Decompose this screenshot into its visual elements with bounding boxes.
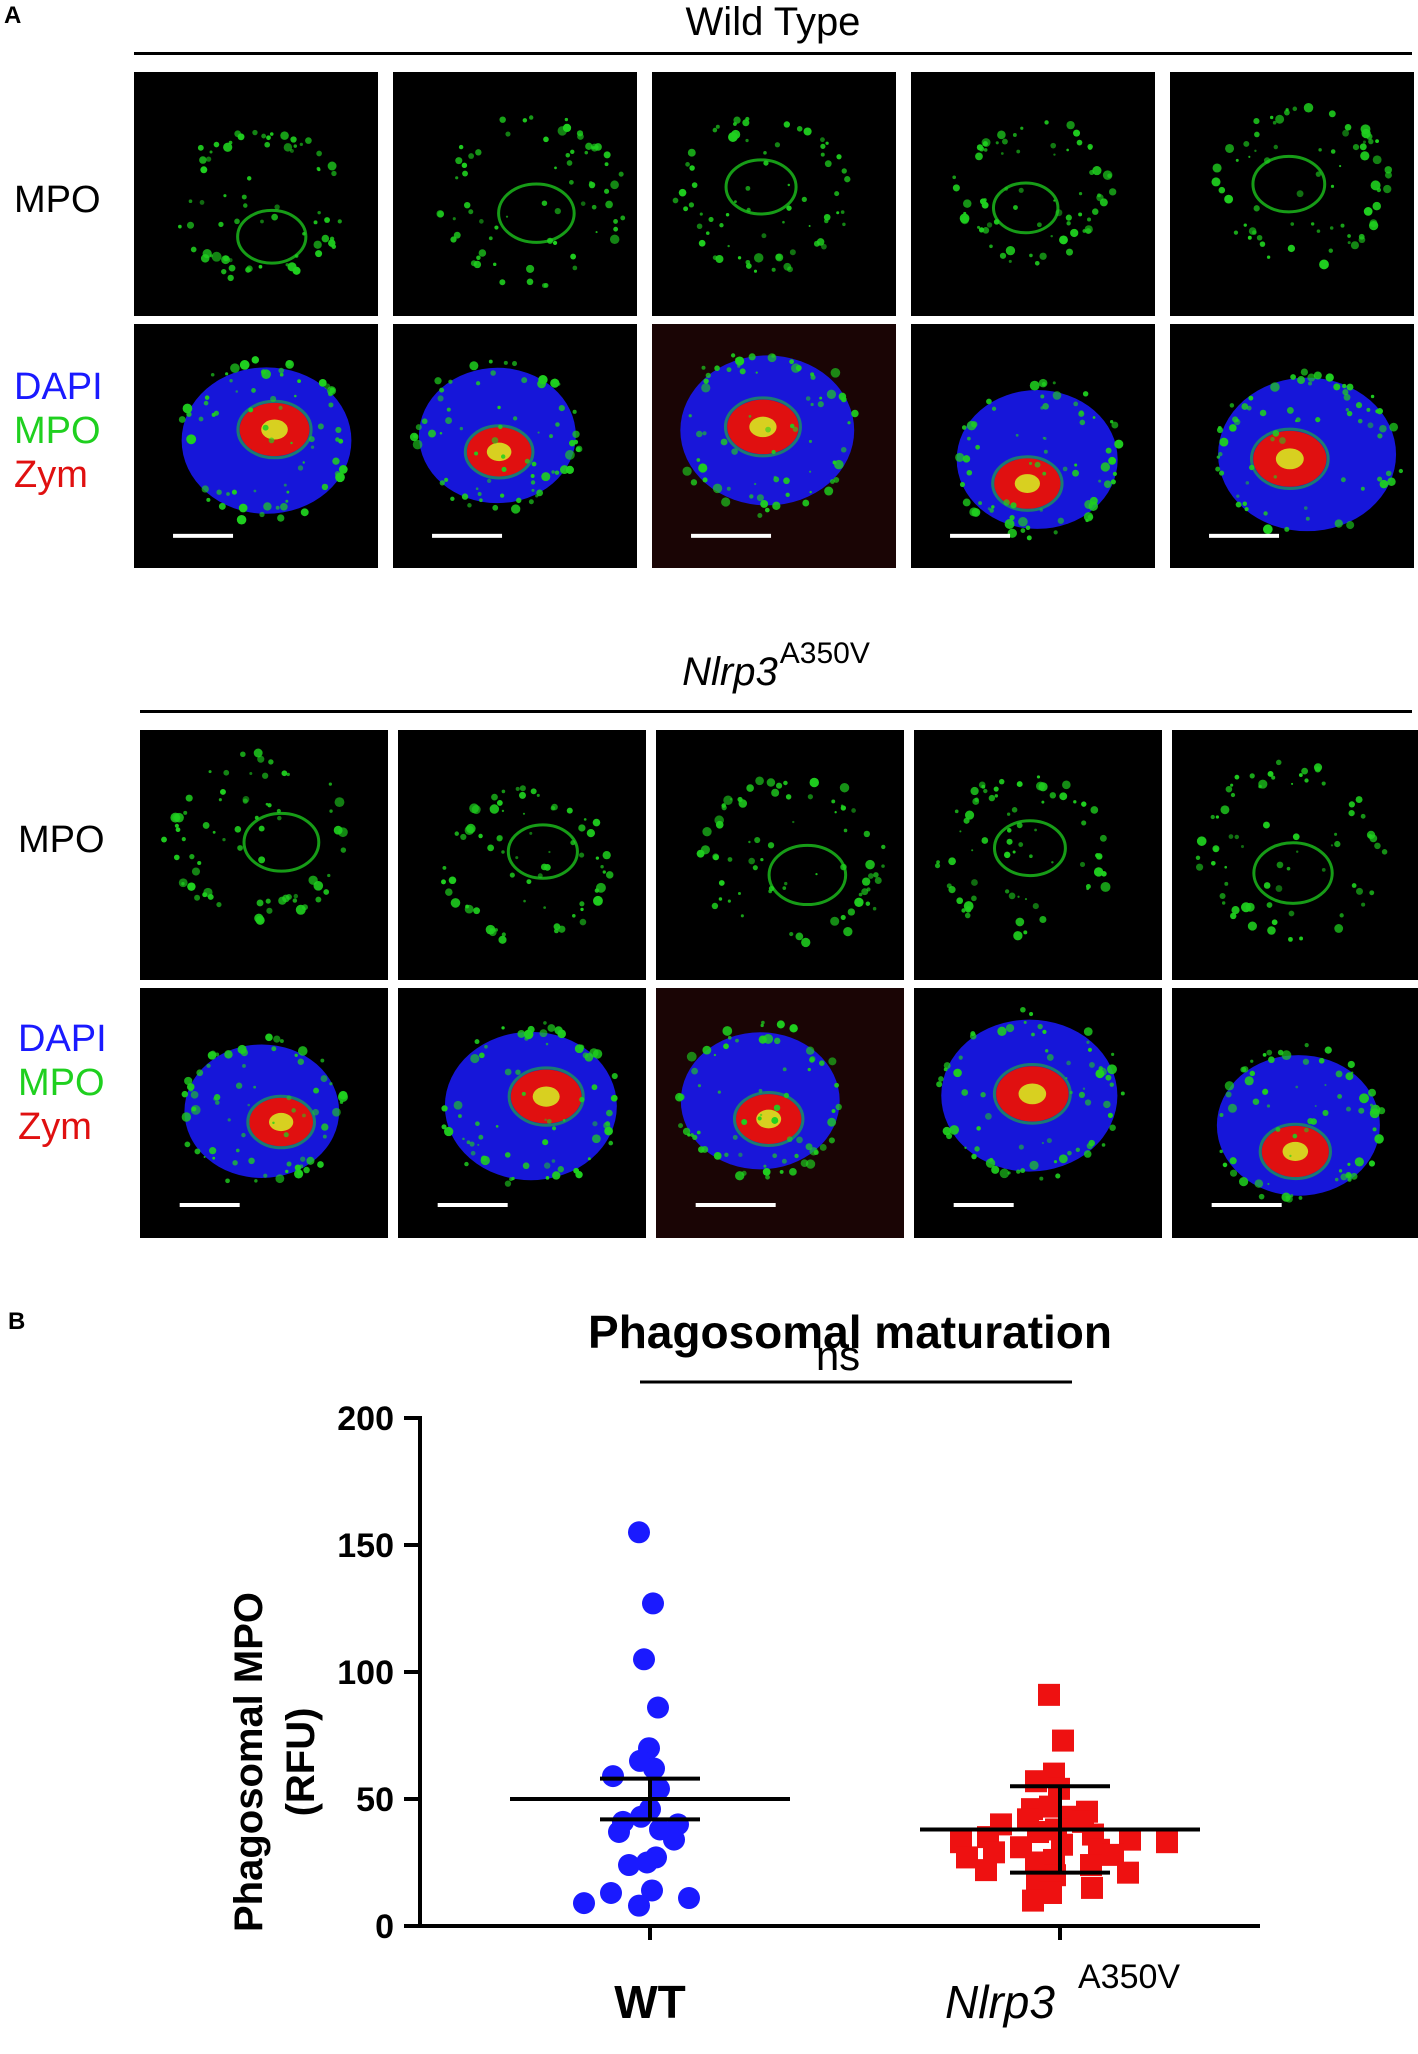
wt-merge-row-label: DAPI MPO Zym — [14, 365, 103, 497]
wt-data-point — [630, 1805, 652, 1828]
y-tick-label-100: 100 — [337, 1654, 394, 1692]
mutant-data-point — [1039, 1795, 1061, 1818]
x-label-mutant-sup: A350V — [1078, 1958, 1180, 1996]
wt-data-point — [647, 1696, 669, 1719]
wt-data-point — [643, 1757, 665, 1780]
significance-annotation: ns — [640, 1332, 1072, 1384]
mut-merge-image-2 — [398, 988, 646, 1238]
wt-data-point — [678, 1887, 700, 1910]
mut-merge-row-label: DAPI MPO Zym — [18, 1017, 107, 1149]
mut-mpo-row-label: MPO — [18, 819, 105, 861]
wt-data-point — [641, 1879, 663, 1902]
mutant-data-point — [1052, 1729, 1074, 1752]
y-ticks: 0 50 100 150 200 — [337, 1400, 420, 1946]
y-tick-label-0: 0 — [375, 1908, 394, 1946]
wt-data-point — [663, 1828, 685, 1851]
wt-mpo-image-5 — [1170, 72, 1414, 316]
wt-merge-image-4 — [911, 324, 1155, 568]
y-axis-label: Phagosomal MPO (RFU) — [227, 1592, 323, 1932]
wt-mpo-image-3 — [652, 72, 896, 316]
wt-data-point — [600, 1881, 622, 1904]
wt-mpo-image-2 — [393, 72, 637, 316]
phagosomal-maturation-chart: Phagosomal maturation Phagosomal MPO (RF… — [227, 1306, 1260, 2028]
wt-merge-mpo-label: MPO — [14, 410, 101, 452]
x-tick-labels: WT Nlrp3 A350V — [614, 1958, 1180, 2028]
mutant-data-point — [975, 1859, 997, 1882]
wild-type-rule — [134, 52, 1412, 55]
mut-merge-image-5 — [1172, 988, 1418, 1238]
mutant-data-point — [956, 1846, 978, 1869]
mutant-allele-sup: A350V — [779, 637, 870, 670]
mutant-data-point — [1025, 1851, 1047, 1874]
mut-zym-label: Zym — [18, 1106, 92, 1148]
wt-merge-image-3 — [652, 324, 896, 568]
mutant-data-point — [1022, 1889, 1044, 1912]
data-points — [573, 1521, 1178, 1917]
mutant-data-point — [1117, 1861, 1139, 1884]
mutant-data-point — [1040, 1881, 1062, 1904]
wt-zym-label: Zym — [14, 454, 88, 496]
mut-dapi-label: DAPI — [18, 1018, 107, 1060]
y-tick-label-50: 50 — [356, 1781, 394, 1819]
chart-title: Phagosomal maturation — [588, 1306, 1112, 1358]
mutant-title: Nlrp3A350V — [140, 637, 1412, 695]
wt-data-point — [618, 1854, 640, 1877]
mut-merge-image-3 — [656, 988, 904, 1238]
wt-data-point — [608, 1821, 630, 1844]
y-tick-label-200: 200 — [337, 1400, 394, 1438]
wt-data-point — [642, 1592, 664, 1615]
mut-mpo-image-5 — [1172, 730, 1418, 980]
y-axis-label-line2: (RFU) — [279, 1708, 323, 1817]
wild-type-title: Wild Type — [685, 0, 861, 44]
wt-mpo-row-label: MPO — [14, 179, 101, 221]
mut-merge-image-1 — [140, 988, 388, 1238]
y-tick-label-150: 150 — [337, 1527, 394, 1565]
mut-mpo-image-2 — [398, 730, 646, 980]
mutant-gene-name: Nlrp3 — [682, 650, 778, 694]
wt-merge-image-2 — [393, 324, 637, 568]
mutant-data-point — [1025, 1770, 1047, 1793]
wt-data-point — [628, 1521, 650, 1544]
wt-data-point — [573, 1892, 595, 1915]
mutant-data-point — [1102, 1843, 1124, 1866]
mutant-data-point — [1038, 1683, 1060, 1706]
mutant-data-point — [1119, 1828, 1141, 1851]
x-label-wt: WT — [614, 1976, 686, 2028]
panel-b-letter: B — [8, 1308, 26, 1335]
wt-mpo-image-4 — [911, 72, 1155, 316]
axes — [418, 1416, 1260, 1940]
mutant-data-point — [1027, 1821, 1049, 1844]
wt-data-point — [648, 1777, 670, 1800]
mut-merge-image-4 — [914, 988, 1162, 1238]
mutant-data-point — [983, 1841, 1005, 1864]
significance-label: ns — [816, 1332, 860, 1379]
mut-mpo-image-3 — [656, 730, 904, 980]
mutant-data-point — [1081, 1876, 1103, 1899]
x-label-mutant: Nlrp3 — [945, 1976, 1055, 2028]
wt-data-point — [636, 1851, 658, 1874]
mut-mpo-image-1 — [140, 730, 388, 980]
wt-mpo-image-1 — [134, 72, 378, 316]
mut-mpo-image-4 — [914, 730, 1162, 980]
mutant-rule — [140, 710, 1412, 713]
mean-and-error-bars — [510, 1776, 1200, 1875]
mutant-data-point — [1156, 1831, 1178, 1854]
wt-merge-image-5 — [1170, 324, 1414, 568]
wt-data-point — [602, 1765, 624, 1788]
wt-merge-image-1 — [134, 324, 378, 568]
mut-merge-mpo-label: MPO — [18, 1062, 105, 1104]
panel-a-letter: A — [4, 2, 22, 29]
wt-data-point — [628, 1894, 650, 1917]
mutant-data-point — [1080, 1854, 1102, 1877]
wt-data-point — [633, 1648, 655, 1671]
wt-dapi-label: DAPI — [14, 366, 103, 408]
y-axis-label-line1: Phagosomal MPO — [227, 1592, 271, 1932]
